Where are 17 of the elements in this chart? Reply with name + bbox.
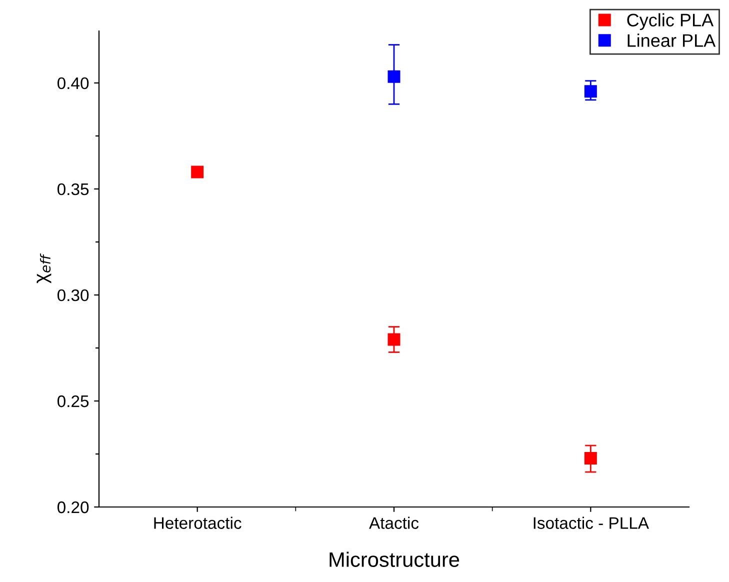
x-axis-title: Microstructure — [330, 552, 460, 568]
y-tick-label: 0.30 — [57, 289, 89, 302]
y-axis-title: χ$_{eff}$ — [36, 253, 52, 284]
point — [584, 85, 597, 98]
y-tick-label: 0.25 — [57, 395, 89, 408]
legend-label: Cyclic PLA — [627, 13, 714, 30]
point — [388, 70, 400, 83]
x-tick-label: Heterotactic — [154, 516, 242, 529]
y-tick-label: 0.40 — [57, 77, 89, 90]
x-tick-label: Isotactic - PLLA — [534, 516, 649, 529]
y-tick-label: 0.35 — [57, 183, 89, 196]
point — [388, 333, 400, 346]
point — [191, 166, 204, 178]
y-tick-label: 0.20 — [57, 501, 89, 514]
point — [584, 452, 597, 464]
legend-label: Linear PLA — [628, 34, 716, 47]
x-tick-label: Atactic — [369, 516, 419, 529]
